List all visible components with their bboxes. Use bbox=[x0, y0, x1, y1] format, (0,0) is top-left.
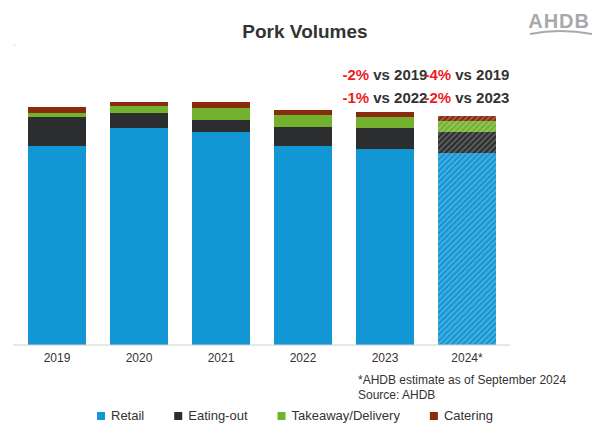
bar-segment bbox=[110, 102, 168, 106]
legend-label: Retail bbox=[111, 408, 144, 423]
annotation-text: vs 2019 bbox=[373, 66, 427, 83]
legend-marker bbox=[430, 412, 438, 420]
annotation: -2%vs 2023 bbox=[425, 89, 510, 106]
bar-segment bbox=[438, 121, 496, 132]
annotation: -1%vs 2022 bbox=[343, 89, 428, 106]
legend: Retail Eating-out Takeaway/Delivery Caterin… bbox=[97, 408, 493, 423]
x-axis-line bbox=[14, 345, 510, 346]
legend-label: Catering bbox=[444, 408, 493, 423]
estimate-hatch bbox=[438, 153, 496, 345]
logo: AHDB bbox=[528, 10, 590, 32]
annotation-text: vs 2019 bbox=[455, 66, 509, 83]
chart: Pork Volumes AHDB 2019 2020 2021 2022 2023 2024… bbox=[0, 0, 610, 445]
bar-segment bbox=[28, 117, 86, 146]
bar-segment bbox=[274, 110, 332, 115]
legend-marker bbox=[97, 412, 105, 420]
estimate-hatch bbox=[438, 132, 496, 153]
x-tick-label: 2023 bbox=[372, 351, 399, 365]
bar-segment bbox=[192, 132, 250, 345]
legend-marker bbox=[174, 412, 182, 420]
bar-segment bbox=[110, 113, 168, 128]
x-tick-label: 2021 bbox=[208, 351, 235, 365]
bar-segment bbox=[192, 108, 250, 120]
annotation-change: -2% bbox=[425, 89, 452, 106]
x-tick-label: 2019 bbox=[44, 351, 71, 365]
annotation-change: -1% bbox=[343, 89, 370, 106]
bar-segment bbox=[356, 117, 414, 128]
bar-segment bbox=[28, 146, 86, 345]
bar-segment bbox=[356, 128, 414, 149]
bar-segment bbox=[192, 120, 250, 132]
y-tick bbox=[13, 45, 16, 46]
bar-segment bbox=[274, 146, 332, 345]
bar-segment bbox=[28, 107, 86, 113]
bar-segment bbox=[356, 149, 414, 345]
bar-segment bbox=[438, 153, 496, 345]
legend-label: Eating-out bbox=[188, 408, 248, 423]
bar-segment bbox=[110, 106, 168, 113]
estimate-hatch bbox=[438, 121, 496, 132]
annotation-change: -2% bbox=[343, 66, 370, 83]
title: Pork Volumes bbox=[242, 21, 367, 42]
bar-segment bbox=[356, 112, 414, 117]
annotation: -2%vs 2019 bbox=[343, 66, 428, 83]
annotation: -4%vs 2019 bbox=[425, 66, 510, 83]
x-tick-label: 2024* bbox=[451, 351, 483, 365]
bar-segment bbox=[438, 116, 496, 121]
x-tick-label: 2022 bbox=[290, 351, 317, 365]
annotation-text: vs 2023 bbox=[455, 89, 509, 106]
footnote: Source: AHDB bbox=[358, 388, 435, 402]
bar-segment bbox=[28, 113, 86, 117]
footnote: *AHDB estimate as of September 2024 bbox=[358, 373, 566, 387]
bar-segment bbox=[274, 127, 332, 146]
bar-segment bbox=[192, 102, 250, 108]
estimate-hatch bbox=[438, 116, 496, 121]
annotation-change: -4% bbox=[425, 66, 452, 83]
logo-swoosh bbox=[530, 31, 592, 34]
annotation-text: vs 2022 bbox=[373, 89, 427, 106]
x-tick-label: 2020 bbox=[126, 351, 153, 365]
bar-segment bbox=[274, 115, 332, 127]
bar-segment bbox=[110, 128, 168, 345]
legend-label: Takeaway/Delivery bbox=[292, 408, 401, 423]
legend-marker bbox=[278, 412, 286, 420]
bar-segment bbox=[438, 132, 496, 153]
